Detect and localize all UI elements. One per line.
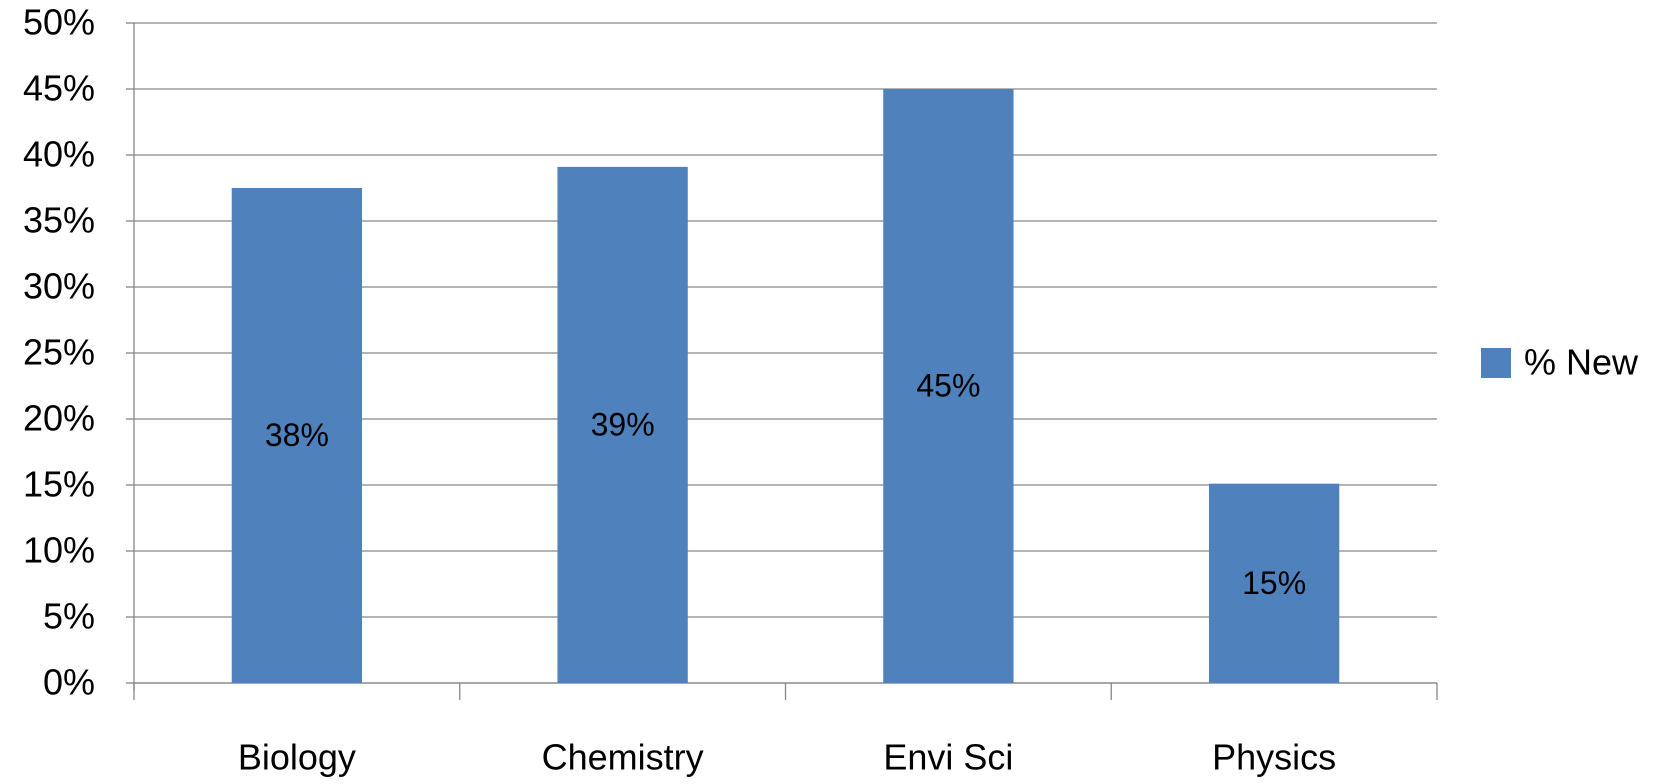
- data-label: 38%: [265, 417, 329, 453]
- y-tick-label: 0%: [43, 662, 95, 703]
- bar: [1208, 483, 1340, 683]
- data-label: 39%: [591, 406, 655, 442]
- y-tick-label: 30%: [23, 266, 95, 307]
- y-tick-label: 15%: [23, 464, 95, 505]
- y-tick-label: 5%: [43, 596, 95, 637]
- y-tick-label: 20%: [23, 398, 95, 439]
- y-tick-label: 35%: [23, 200, 95, 241]
- bar: [557, 166, 688, 683]
- data-label: 45%: [916, 367, 980, 403]
- data-label: 15%: [1242, 565, 1306, 601]
- y-tick-label: 10%: [23, 530, 95, 571]
- legend-swatch: [1481, 348, 1511, 378]
- y-tick-label: 45%: [23, 68, 95, 109]
- y-tick-label: 50%: [23, 2, 95, 43]
- y-tick-label: 40%: [23, 134, 95, 175]
- legend-label: % New: [1524, 342, 1639, 383]
- x-tick-label: Physics: [1212, 737, 1336, 778]
- x-tick-label: Chemistry: [542, 737, 704, 778]
- x-tick-label: Biology: [238, 737, 356, 778]
- x-tick-label: Envi Sci: [883, 737, 1013, 778]
- y-tick-label: 25%: [23, 332, 95, 373]
- bar: [231, 188, 363, 683]
- bar: [883, 89, 1014, 683]
